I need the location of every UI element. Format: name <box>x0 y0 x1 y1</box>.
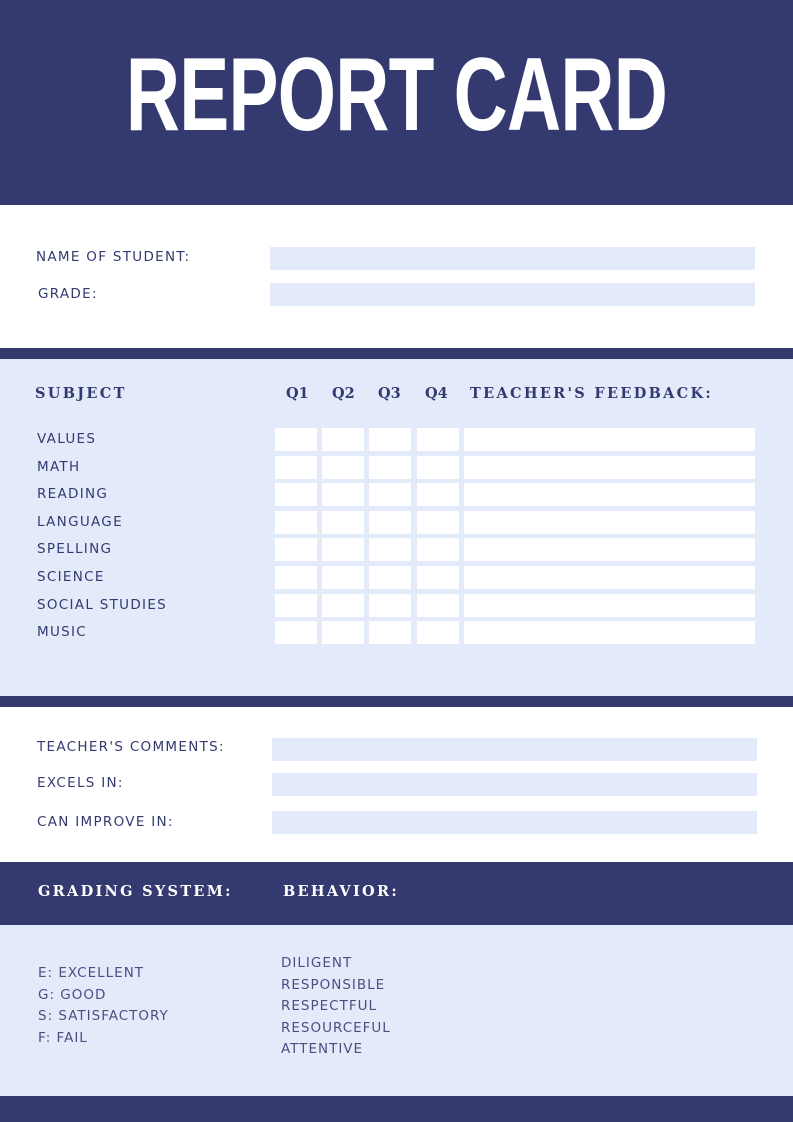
subject-label: SCIENCE <box>37 569 105 585</box>
footer-band <box>0 1096 793 1122</box>
behavior-list: DILIGENT RESPONSIBLE RESPECTFUL RESOURCE… <box>281 953 391 1061</box>
excels-in-label: EXCELS IN: <box>37 775 124 791</box>
behavior-header: BEHAVIOR: <box>283 883 399 900</box>
feedback-cell[interactable] <box>464 538 755 562</box>
behavior-item: RESPONSIBLE <box>281 976 386 993</box>
q1-cell[interactable] <box>275 428 317 451</box>
feedback-cell[interactable] <box>464 593 755 617</box>
q4-cell[interactable] <box>417 621 459 645</box>
q4-cell[interactable] <box>417 510 459 534</box>
q4-cell[interactable] <box>417 593 459 617</box>
q1-cell[interactable] <box>275 566 317 589</box>
behavior-item: RESPECTFUL <box>281 998 377 1014</box>
q1-cell[interactable] <box>275 621 317 645</box>
subject-label: VALUES <box>37 431 97 447</box>
divider <box>0 348 793 359</box>
q1-header: Q1 <box>286 385 309 402</box>
subject-label: SOCIAL STUDIES <box>37 596 168 613</box>
q3-cell[interactable] <box>369 566 411 589</box>
q3-header: Q3 <box>378 385 401 402</box>
feedback-header: TEACHER'S FEEDBACK: <box>470 385 714 402</box>
grading-item: S: SATISFACTORY <box>38 1008 169 1024</box>
q2-cell[interactable] <box>322 510 364 534</box>
q4-cell[interactable] <box>417 566 459 589</box>
behavior-item: DILIGENT <box>281 955 353 971</box>
feedback-cell[interactable] <box>464 621 755 645</box>
subject-header: SUBJECT <box>35 385 127 402</box>
grading-item: E: EXCELLENT <box>38 965 145 981</box>
feedback-cell[interactable] <box>464 455 755 479</box>
q3-cell[interactable] <box>369 428 411 451</box>
subject-label: READING <box>37 486 109 503</box>
q1-cell[interactable] <box>275 455 317 479</box>
q4-cell[interactable] <box>417 428 459 451</box>
legend-header-band <box>0 862 793 925</box>
grade-label: GRADE: <box>38 286 98 302</box>
grade-field[interactable] <box>270 283 755 306</box>
q3-cell[interactable] <box>369 538 411 562</box>
teacher-comments-label: TEACHER'S COMMENTS: <box>37 739 225 755</box>
excels-in-field[interactable] <box>272 773 757 796</box>
q4-cell[interactable] <box>417 483 459 507</box>
q4-header: Q4 <box>425 385 448 402</box>
q2-cell[interactable] <box>322 455 364 479</box>
grading-system-header: GRADING SYSTEM: <box>38 883 233 900</box>
subject-label: MATH <box>37 458 81 475</box>
q1-cell[interactable] <box>275 538 317 562</box>
q1-cell[interactable] <box>275 510 317 534</box>
q2-cell[interactable] <box>322 538 364 562</box>
subject-label: MUSIC <box>37 624 88 641</box>
q3-cell[interactable] <box>369 455 411 479</box>
q1-cell[interactable] <box>275 483 317 507</box>
q2-cell[interactable] <box>322 428 364 451</box>
page-title: REPORT CARD <box>125 37 668 153</box>
subject-label: LANGUAGE <box>37 513 123 530</box>
header-band <box>0 0 793 205</box>
q2-cell[interactable] <box>322 621 364 645</box>
behavior-item: RESOURCEFUL <box>281 1019 391 1036</box>
teacher-comments-field[interactable] <box>272 738 757 761</box>
q4-cell[interactable] <box>417 455 459 479</box>
q2-header: Q2 <box>332 385 355 402</box>
grading-item: G: GOOD <box>38 986 107 1003</box>
legend-section <box>0 925 793 1096</box>
feedback-cell[interactable] <box>464 566 755 589</box>
feedback-cell[interactable] <box>464 483 755 507</box>
subject-label: SPELLING <box>37 541 113 558</box>
q1-cell[interactable] <box>275 593 317 617</box>
name-field[interactable] <box>270 247 755 270</box>
behavior-item: ATTENTIVE <box>281 1041 364 1057</box>
grading-item: F: FAIL <box>38 1029 88 1046</box>
q3-cell[interactable] <box>369 483 411 507</box>
q3-cell[interactable] <box>369 593 411 617</box>
q2-cell[interactable] <box>322 483 364 507</box>
can-improve-label: CAN IMPROVE IN: <box>37 814 174 830</box>
feedback-cell[interactable] <box>464 428 755 451</box>
can-improve-field[interactable] <box>272 811 757 834</box>
feedback-cell[interactable] <box>464 510 755 534</box>
name-label: NAME OF STUDENT: <box>36 249 191 265</box>
divider <box>0 696 793 707</box>
q2-cell[interactable] <box>322 566 364 589</box>
grading-list: E: EXCELLENT G: GOOD S: SATISFACTORY F: … <box>38 963 169 1049</box>
q3-cell[interactable] <box>369 510 411 534</box>
q2-cell[interactable] <box>322 593 364 617</box>
q3-cell[interactable] <box>369 621 411 645</box>
q4-cell[interactable] <box>417 538 459 562</box>
